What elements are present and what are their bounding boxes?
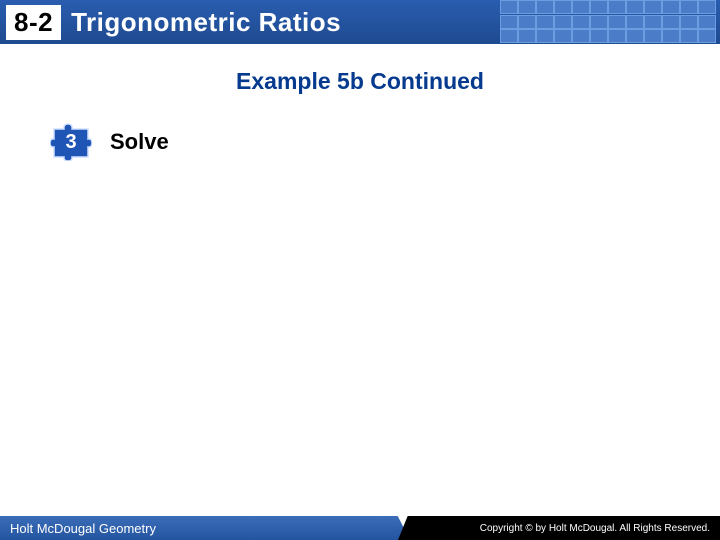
example-title: Example 5b Continued — [0, 68, 720, 95]
section-number-badge: 8-2 — [6, 5, 61, 40]
footer-brand: Holt McDougal Geometry — [10, 521, 156, 536]
header-bar: 8-2 Trigonometric Ratios — [0, 0, 720, 44]
step-label: Solve — [110, 129, 169, 155]
footer-left-panel: Holt McDougal Geometry — [0, 516, 410, 540]
step-number: 3 — [65, 131, 76, 154]
footer-right-panel: Copyright © by Holt McDougal. All Rights… — [398, 516, 720, 540]
header-grid-decoration — [500, 0, 720, 44]
step-puzzle-icon: 3 — [50, 123, 92, 161]
step-row: 3 Solve — [50, 123, 720, 161]
footer-bar: Holt McDougal Geometry Copyright © by Ho… — [0, 516, 720, 540]
footer-copyright: Copyright © by Holt McDougal. All Rights… — [480, 523, 710, 534]
chapter-title: Trigonometric Ratios — [71, 7, 341, 38]
